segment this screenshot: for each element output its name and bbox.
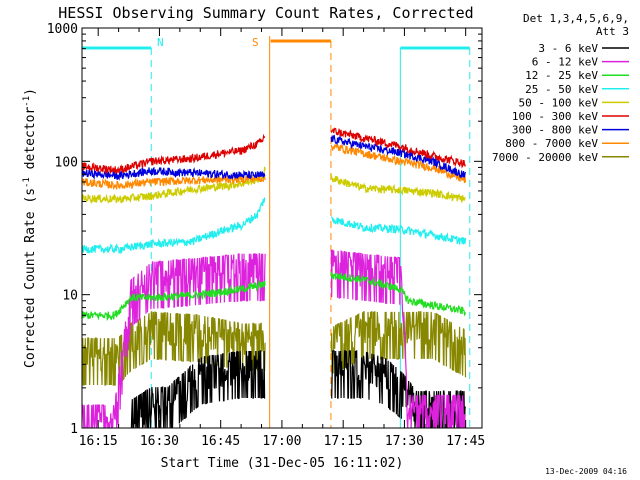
y-axis-label-superscript-1: -1 (22, 177, 32, 188)
interval-overlays (82, 36, 471, 428)
chart-title: HESSI Observing Summary Count Rates, Cor… (58, 4, 473, 22)
y-axis-label-main: Corrected Count Rate (s (23, 188, 38, 368)
series-layer (82, 127, 467, 428)
x-tick-label: 17:30 (385, 434, 424, 449)
x-tick-label: 17:45 (446, 434, 485, 449)
x-tick-label: 17:00 (262, 434, 301, 449)
series-line-3-6keV-seg1 (130, 350, 266, 428)
series-line-3-6keV-seg2 (331, 350, 467, 428)
series-line-6-12keV-seg2 (330, 249, 466, 428)
y-axis: 1 10 100 1000 (47, 22, 482, 437)
x-axis: 16:15 16:30 16:45 17:00 17:15 17:30 17:45 (79, 28, 485, 449)
x-tick-label: 16:30 (140, 434, 179, 449)
x-tick-label: 16:45 (201, 434, 240, 449)
y-axis-label: Corrected Count Rate (s-1 detector-1) (22, 88, 38, 368)
y-tick-label: 100 (55, 155, 78, 170)
x-tick-label: 17:15 (324, 434, 363, 449)
saa-interval-label: S (252, 36, 259, 49)
x-tick-label: 16:15 (79, 434, 118, 449)
series-line-7000-20000keV-seg2 (330, 311, 467, 378)
night-interval-label: N (157, 36, 164, 49)
legend-label: 800 - 7000 keV (505, 137, 598, 150)
series-line-100-300keV-seg2 (330, 127, 467, 169)
legend-label: 100 - 300 keV (512, 110, 598, 123)
legend-header-detectors: Det 1,3,4,5,6,9, (523, 12, 629, 25)
series-line-25-50keV-seg2 (330, 216, 467, 245)
series-line-800-7000keV-seg2 (330, 143, 467, 184)
y-tick-label: 10 (62, 289, 78, 304)
y-axis-label-end: ) (23, 88, 38, 96)
legend-label: 3 - 6 keV (538, 42, 598, 55)
legend-header-attenuator: Att 3 (596, 25, 629, 38)
series-line-100-300keV-seg1 (82, 133, 266, 175)
series-line-300-800keV-seg1 (82, 166, 266, 181)
series-line-7000-20000keV-seg1 (82, 311, 266, 386)
y-tick-label: 1 (70, 422, 78, 437)
legend-label: 25 - 50 keV (525, 83, 598, 96)
series-line-50-100keV-seg1 (82, 166, 266, 205)
legend-label: 50 - 100 keV (519, 96, 599, 109)
legend-label: 6 - 12 keV (532, 56, 599, 69)
series-line-25-50keV-seg1 (82, 197, 266, 255)
series-line-12-25keV-seg1 (82, 279, 266, 322)
y-axis-label-superscript-2: -1 (22, 96, 32, 107)
y-axis-label-middle: detector (23, 107, 38, 178)
series-line-300-800keV-seg2 (330, 134, 467, 178)
legend-label: 12 - 25 keV (525, 69, 598, 82)
y-tick-label: 1000 (47, 22, 78, 37)
footer-timestamp: 13-Dec-2009 04:16 (545, 467, 627, 476)
series-line-12-25keV-seg2 (330, 272, 467, 317)
series-line-50-100keV-seg2 (330, 174, 466, 203)
x-axis-label: Start Time (31-Dec-05 16:11:02) (161, 456, 404, 471)
plot-area (82, 36, 471, 428)
legend-label: 300 - 800 keV (512, 124, 598, 137)
legend-label: 7000 - 20000 keV (492, 151, 598, 164)
